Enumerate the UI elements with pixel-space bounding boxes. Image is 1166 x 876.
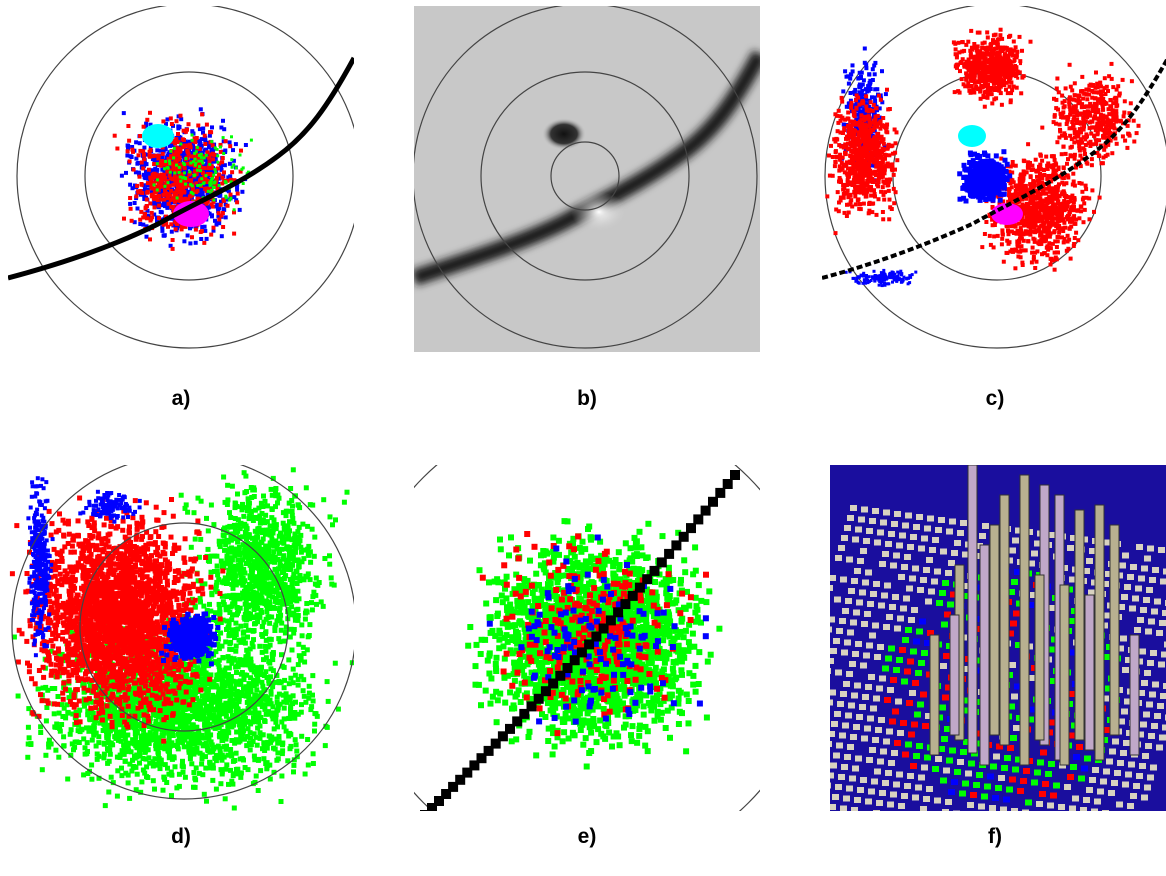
caption-f: f) <box>988 825 1002 848</box>
magenta-blob <box>173 201 209 227</box>
panel-b-graphic <box>414 6 760 352</box>
track-band <box>414 50 760 286</box>
caption-e: e) <box>577 825 597 848</box>
panel-d-graphic <box>9 465 354 811</box>
white-spot <box>571 192 627 232</box>
caption-c: c) <box>985 387 1005 410</box>
caption-d: d) <box>171 825 191 848</box>
track-line <box>8 56 354 281</box>
panel-f-graphic <box>830 465 1166 811</box>
dark-spot <box>542 118 586 150</box>
panel-c-image <box>822 6 1166 352</box>
panel-a-graphic <box>8 6 354 349</box>
panel-f-image <box>830 465 1166 811</box>
panel-a-image <box>8 6 354 352</box>
panel-d-image <box>8 465 354 811</box>
cyan-blob <box>142 124 174 148</box>
panel-e-graphic <box>414 465 760 811</box>
caption-b: b) <box>577 387 597 410</box>
panel-c-graphic <box>822 6 1166 349</box>
panel-b-image <box>414 6 760 352</box>
panel-e-image <box>414 465 760 811</box>
caption-a: a) <box>171 387 191 410</box>
